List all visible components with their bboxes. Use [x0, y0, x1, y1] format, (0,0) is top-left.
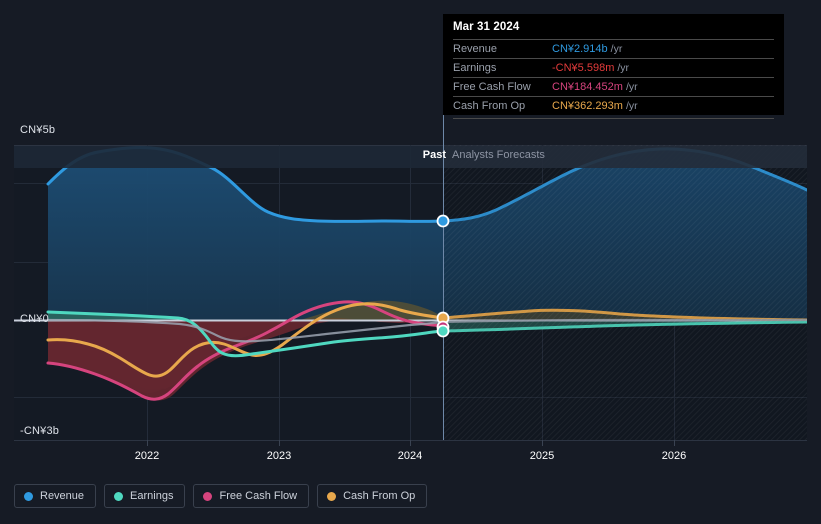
tooltip-label-cash-from-op: Cash From Op	[453, 96, 550, 115]
x-axis-label-2023: 2023	[266, 450, 292, 462]
tooltip-label-revenue: Revenue	[453, 39, 550, 59]
forecast-banner-background	[444, 146, 807, 168]
tooltip-unit-revenue: /yr	[610, 43, 623, 55]
tooltip-unit-free-cash-flow: /yr	[625, 81, 638, 93]
tooltip-row-earnings: Earnings -CN¥5.598m/yr	[453, 58, 774, 78]
y-axis-label-zero: CN¥0	[20, 313, 49, 325]
legend-label-revenue: Revenue	[40, 490, 85, 502]
tooltip-unit-earnings: /yr	[617, 62, 630, 74]
y-axis-label-bottom: -CN¥3b	[20, 425, 60, 437]
tooltip-value-earnings: -CN¥5.598m/yr	[550, 58, 774, 78]
legend-item-free-cash-flow[interactable]: Free Cash Flow	[193, 484, 310, 508]
series-line-free-cash-flow	[46, 300, 445, 401]
x-axis-ticks	[147, 440, 675, 446]
x-axis-label-2025: 2025	[529, 450, 555, 462]
legend-item-revenue[interactable]: Revenue	[14, 484, 97, 508]
x-axis-label-2022: 2022	[134, 450, 160, 462]
tooltip-value-cash-from-op: CN¥362.293m/yr	[550, 96, 774, 115]
analysts-forecasts-label: Analysts Forecasts	[452, 149, 545, 161]
tooltip-bottom-rule	[453, 118, 774, 119]
tooltip-row-revenue: Revenue CN¥2.914b/yr	[453, 39, 774, 59]
y-axis-label-top: CN¥5b	[20, 124, 56, 136]
chart-legend: Revenue Earnings Free Cash Flow Cash Fro…	[14, 484, 428, 508]
tooltip-row-free-cash-flow: Free Cash Flow CN¥184.452m/yr	[453, 77, 774, 97]
legend-label-earnings: Earnings	[130, 490, 174, 502]
past-label: Past	[422, 149, 446, 161]
datapoint-earnings[interactable]	[436, 324, 450, 338]
legend-item-cash-from-op[interactable]: Cash From Op	[317, 484, 428, 508]
legend-dot-earnings	[114, 491, 124, 501]
legend-label-free-cash-flow: Free Cash Flow	[219, 490, 298, 502]
legend-dot-cash-from-op	[327, 491, 337, 501]
chart-tooltip: Mar 31 2024 Revenue CN¥2.914b/yr Earning…	[443, 14, 784, 119]
forecast-region-hatch	[443, 145, 807, 440]
series-area-fcf-valley	[48, 320, 344, 401]
legend-item-earnings[interactable]: Earnings	[104, 484, 186, 508]
x-axis-label-2024: 2024	[397, 450, 423, 462]
legend-dot-free-cash-flow	[203, 491, 213, 501]
tooltip-unit-cash-from-op: /yr	[625, 100, 638, 112]
tooltip-number-revenue: CN¥2.914b	[552, 43, 608, 55]
tooltip-number-free-cash-flow: CN¥184.452m	[552, 81, 623, 93]
legend-label-cash-from-op: Cash From Op	[343, 490, 416, 502]
tooltip-number-earnings: -CN¥5.598m	[552, 62, 615, 74]
tooltip-row-cash-from-op: Cash From Op CN¥362.293m/yr	[453, 96, 774, 115]
past-banner-background	[14, 146, 443, 168]
tooltip-label-free-cash-flow: Free Cash Flow	[453, 77, 550, 97]
tooltip-label-earnings: Earnings	[453, 58, 550, 78]
x-axis-label-2026: 2026	[661, 450, 687, 462]
tooltip-number-cash-from-op: CN¥362.293m	[552, 100, 623, 112]
tooltip-table: Revenue CN¥2.914b/yr Earnings -CN¥5.598m…	[453, 39, 774, 115]
tooltip-value-revenue: CN¥2.914b/yr	[550, 39, 774, 59]
datapoint-markers[interactable]	[436, 214, 450, 338]
legend-dot-revenue	[24, 491, 33, 501]
series-area-cash-from-op	[300, 300, 443, 320]
tooltip-title: Mar 31 2024	[453, 21, 520, 33]
datapoint-revenue[interactable]	[436, 214, 450, 228]
tooltip-value-free-cash-flow: CN¥184.452m/yr	[550, 77, 774, 97]
